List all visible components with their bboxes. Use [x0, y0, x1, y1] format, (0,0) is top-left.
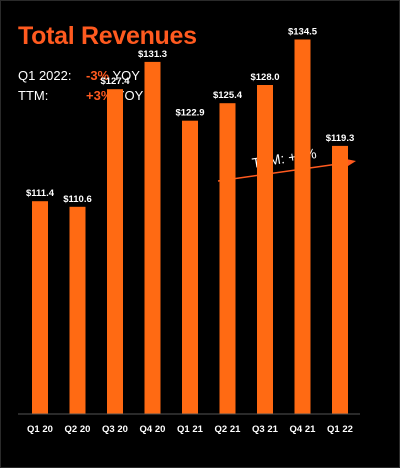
stat-row-q1-2022: Q1 2022: -3% YOY [18, 68, 140, 83]
data-label: $122.9 [175, 108, 204, 119]
bar-q4-21 [294, 39, 311, 414]
x-tick-label: Q4 21 [290, 424, 317, 435]
data-label: $119.3 [326, 133, 355, 144]
x-tick-label: Q2 20 [65, 424, 91, 435]
data-label: $134.5 [288, 27, 318, 38]
page-title: Total Revenues [18, 22, 197, 50]
bar-q1-20 [32, 201, 48, 414]
bar-q2-21 [219, 103, 236, 414]
data-label: $128.0 [250, 72, 279, 83]
x-tick-label: Q1 22 [327, 424, 353, 435]
bar-q3-20 [107, 89, 123, 414]
x-tick-label: Q4 20 [140, 424, 166, 435]
data-label: $110.6 [63, 194, 92, 205]
stat-label: Q1 2022: [18, 68, 72, 83]
stat-suffix: YOY [112, 68, 140, 83]
x-tick-label: Q1 20 [27, 424, 53, 435]
bar-q3-21 [257, 85, 273, 414]
stat-value: +3% [86, 88, 113, 103]
data-label: $127.4 [100, 76, 130, 87]
bar-q1-21 [182, 120, 198, 414]
data-label: $125.4 [213, 90, 243, 101]
bar-q2-20 [69, 206, 86, 414]
stat-value: -3% [86, 68, 110, 83]
x-tick-label: Q3 21 [252, 424, 279, 435]
x-tick-label: Q1 21 [177, 424, 204, 435]
data-label: $131.3 [138, 49, 167, 60]
x-tick-label: Q3 20 [102, 424, 128, 435]
x-tick-label: Q2 21 [215, 424, 242, 435]
stat-label: TTM: [18, 88, 49, 103]
data-label: $111.4 [26, 188, 55, 199]
bar-q1-22 [332, 145, 348, 414]
ttm-trend-arrowhead-icon [346, 159, 356, 166]
ttm-trend-arrow-line [217, 161, 353, 182]
bar-q4-20 [144, 61, 161, 415]
